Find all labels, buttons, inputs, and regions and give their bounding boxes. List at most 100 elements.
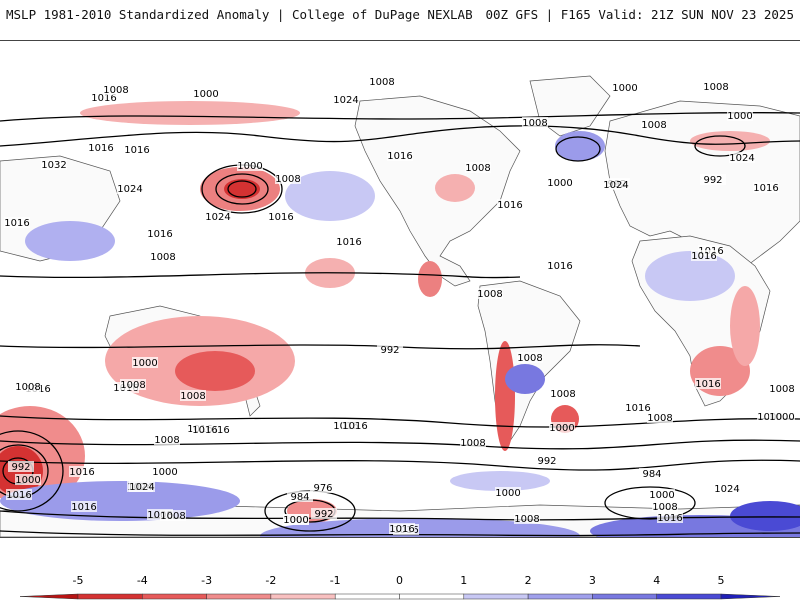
- isobar-label-bg: [477, 288, 503, 299]
- isobar-label: 1000: [283, 515, 308, 526]
- isobar-label-bg: [180, 390, 206, 401]
- anomaly-east-africa: [730, 286, 760, 366]
- colorbar-tick-label: 4: [653, 574, 660, 587]
- isobar-label-bg: [147, 228, 173, 239]
- isobar-label-bg: [15, 381, 41, 392]
- isobar-label: 1024: [205, 212, 230, 223]
- isobar-label: 1016: [91, 93, 116, 104]
- colorbar-cell: [656, 593, 722, 600]
- isobar-label-bg: [703, 81, 729, 92]
- isobar-label-bg: [369, 76, 395, 87]
- isobar-label-bg: [193, 88, 219, 99]
- isobar-label: 1008: [369, 77, 394, 88]
- isobar-label: 1000: [193, 89, 218, 100]
- colorbar-tick-label: 5: [718, 574, 725, 587]
- isobar-label: 1016: [547, 261, 572, 272]
- isobar-label-bg: [342, 420, 368, 431]
- isobar-label: 1000: [769, 412, 794, 423]
- anomaly-southern-ocean-w: [0, 481, 240, 521]
- isobar: [0, 415, 800, 428]
- isobar-label-bg: [769, 411, 795, 422]
- isobar-label: 1024: [117, 184, 142, 195]
- anomaly-australia-core: [175, 351, 255, 391]
- colorbar-cell: [399, 593, 465, 600]
- isobar-label-bg: [268, 211, 294, 222]
- isobar-label-bg: [465, 162, 491, 173]
- colorbar-cell: [334, 593, 400, 600]
- isobar-label-bg: [700, 174, 726, 185]
- isobar: [0, 530, 800, 537]
- isobar: [0, 125, 800, 147]
- isobar-label-bg: [4, 217, 30, 228]
- isobar-label-bg: [287, 491, 313, 502]
- isobar-label-bg: [652, 501, 678, 512]
- positive-anomaly-shading: [0, 131, 800, 537]
- isobar-label-bg: [691, 250, 717, 261]
- colorbar-cell: [463, 593, 529, 600]
- anomaly-east-us: [418, 261, 442, 297]
- isobar-label-bg: [547, 260, 573, 271]
- isobar-label: 1000: [152, 467, 177, 478]
- isobar-label: 1016: [6, 490, 31, 501]
- anomaly-arctic-east: [690, 131, 770, 151]
- colorbar-tick-label: -4: [137, 574, 148, 587]
- chart-title: MSLP 1981-2010 Standardized Anomaly | Co…: [6, 7, 473, 22]
- isobar-low-bering: [227, 180, 257, 198]
- colorbar-cell: [206, 593, 272, 600]
- isobar: [0, 439, 800, 450]
- isobar-label-bg: [132, 357, 158, 368]
- colorbar-cell: [77, 593, 143, 600]
- isobar-label: 1016: [695, 379, 720, 390]
- isobar-label: 992: [703, 175, 722, 186]
- isobar-label-bg: [152, 466, 178, 477]
- isobar-label-bg: [753, 182, 779, 193]
- isobar-label-bg: [387, 150, 413, 161]
- anomaly-south-pacific-e: [450, 471, 550, 491]
- isobar-low-south-atlantic: [604, 486, 696, 520]
- isobar-label: 1016: [4, 218, 29, 229]
- isobar-label-bg: [647, 412, 673, 423]
- isobar-label: 1008: [517, 353, 542, 364]
- isobar-label: 1024: [129, 482, 154, 493]
- isobar-label: 1024: [333, 95, 358, 106]
- isobar-label: 984: [290, 492, 309, 503]
- negative-anomaly-shading: [0, 101, 770, 523]
- isobar-label-bg: [120, 379, 146, 390]
- colorbar-tick-label: -3: [201, 574, 212, 587]
- isobar-label-bg: [389, 523, 415, 534]
- anomaly-greenland-high: [555, 131, 605, 161]
- isobar-label: 1016: [147, 229, 172, 240]
- isobar-label-bg: [160, 510, 186, 521]
- anomaly-north-pacific: [285, 171, 375, 221]
- isobar-label-bg: [310, 482, 336, 493]
- isobar-label: 1008: [522, 118, 547, 129]
- colorbar-tick-label: 0: [396, 574, 403, 587]
- anomaly-andes: [495, 341, 515, 451]
- isobar: [0, 459, 800, 471]
- isobar-label: 1008: [160, 511, 185, 522]
- isobar-label: 1008: [641, 120, 666, 131]
- isobar-label-bg: [275, 173, 301, 184]
- isobar-label-bg: [547, 177, 573, 188]
- isobar-label: 1008: [180, 391, 205, 402]
- isobar-label-bg: [88, 142, 114, 153]
- isobar-label: 1008: [652, 502, 677, 513]
- colorbar-tick-label: -2: [265, 574, 276, 587]
- model-run-valid-time: 00Z GFS | F165 Valid: 21Z SUN NOV 23 202…: [485, 7, 794, 22]
- isobar-label-bg: [769, 383, 795, 394]
- anomaly-siberia-high: [25, 221, 115, 261]
- isobar-label: 1016: [753, 183, 778, 194]
- colorbar-cell: [592, 593, 657, 600]
- map-panel: 1008 1016 1000 1008 1024 1016 1016 1032 1024 1000…: [0, 40, 800, 538]
- isobar-low-greenland: [555, 136, 601, 162]
- isobar-label: 1008: [275, 174, 300, 185]
- isobar-label: 1016: [497, 200, 522, 211]
- colorbar-tick-label: -1: [330, 574, 341, 587]
- isobar-label: 1016: [124, 145, 149, 156]
- isobar: [0, 112, 800, 122]
- isobar-label-bg: [91, 92, 117, 103]
- isobar-label-bg: [522, 117, 548, 128]
- isobar-label-bg: [103, 84, 129, 95]
- colorbar-cell: [527, 593, 593, 600]
